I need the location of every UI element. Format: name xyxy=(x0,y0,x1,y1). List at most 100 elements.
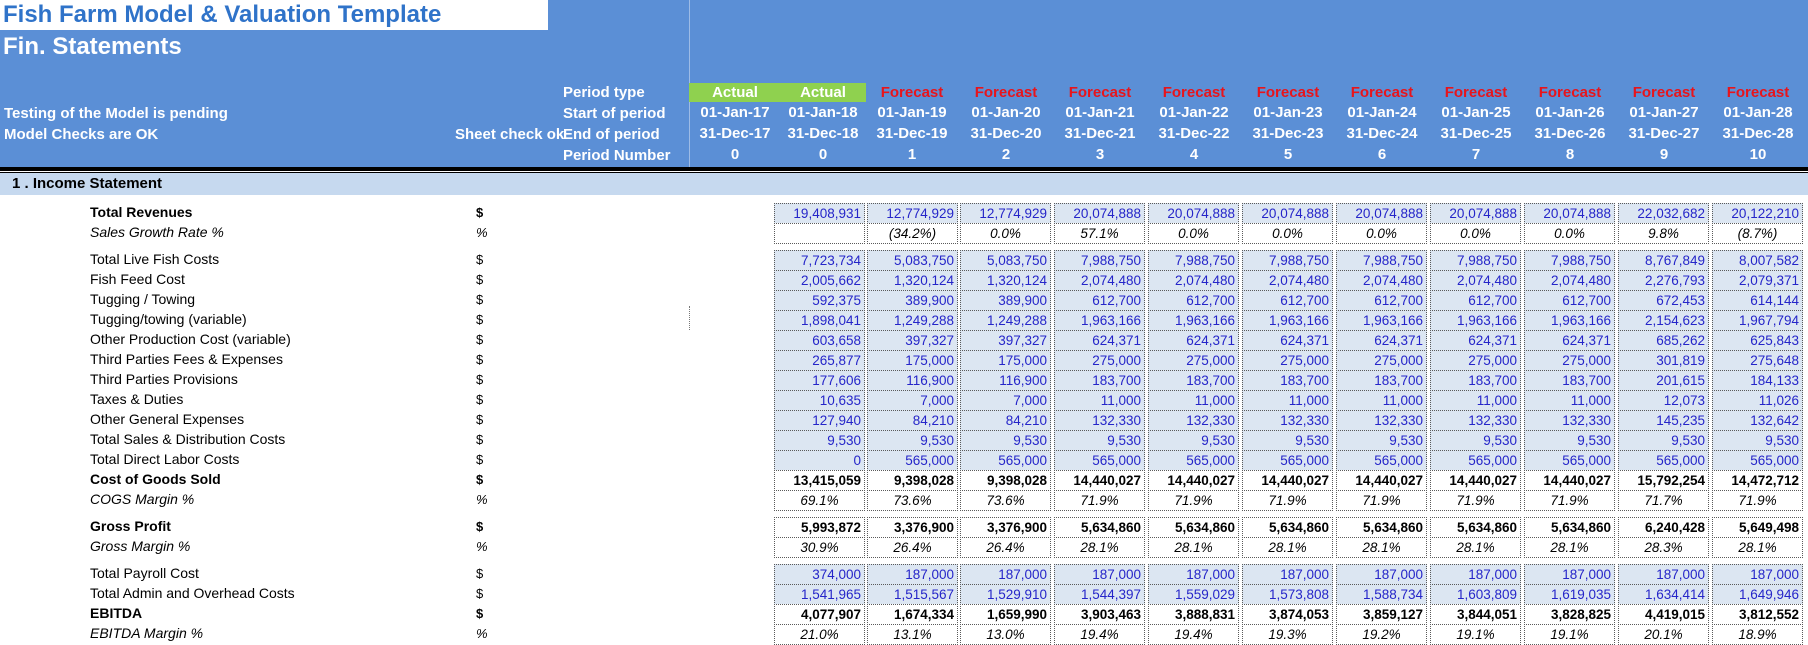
period-number-cell[interactable]: 8 xyxy=(1565,146,1575,163)
period-type-cell[interactable]: Forecast xyxy=(866,83,958,102)
table-cell[interactable]: 11,000 xyxy=(1336,390,1427,411)
table-cell[interactable]: 12,073 xyxy=(1618,390,1709,411)
table-cell[interactable]: 5,634,860 xyxy=(1524,517,1615,538)
row-label[interactable]: Total Sales & Distribution Costs xyxy=(90,431,286,447)
table-cell[interactable]: 265,877 xyxy=(774,350,865,371)
table-cell[interactable]: 397,327 xyxy=(867,330,958,351)
table-cell[interactable]: 2,276,793 xyxy=(1618,270,1709,291)
table-cell[interactable]: 5,634,860 xyxy=(1242,517,1333,538)
period-number-cell[interactable]: 4 xyxy=(1189,146,1199,163)
row-unit[interactable]: $ xyxy=(476,586,484,601)
table-cell[interactable]: 8,767,849 xyxy=(1618,250,1709,271)
row-unit[interactable]: $ xyxy=(476,312,484,327)
table-cell[interactable]: 132,642 xyxy=(1712,410,1803,431)
table-cell[interactable]: 187,000 xyxy=(1242,564,1333,585)
table-cell[interactable]: 612,700 xyxy=(1054,290,1145,311)
row-unit[interactable]: $ xyxy=(476,566,484,581)
table-cell[interactable]: 592,375 xyxy=(774,290,865,311)
row-label[interactable]: Tugging/towing (variable) xyxy=(90,311,247,327)
period-type-cell[interactable]: Forecast xyxy=(1430,83,1522,102)
period-number-cell[interactable]: 9 xyxy=(1659,146,1669,163)
row-unit[interactable]: $ xyxy=(476,432,484,447)
table-cell[interactable]: 614,144 xyxy=(1712,290,1803,311)
table-cell[interactable]: 19.1% xyxy=(1524,624,1615,645)
table-cell[interactable]: 624,371 xyxy=(1054,330,1145,351)
table-cell[interactable]: 1,573,808 xyxy=(1242,584,1333,605)
period-type-cell[interactable]: Forecast xyxy=(1336,83,1428,102)
table-cell[interactable]: 7,000 xyxy=(867,390,958,411)
row-unit[interactable]: % xyxy=(476,492,488,507)
table-cell[interactable]: 3,874,053 xyxy=(1242,604,1333,625)
table-cell[interactable]: 1,649,946 xyxy=(1712,584,1803,605)
table-cell[interactable]: 9,530 xyxy=(1712,430,1803,451)
table-cell[interactable]: 13.0% xyxy=(960,624,1051,645)
table-cell[interactable]: 21.0% xyxy=(774,624,865,645)
row-unit[interactable]: $ xyxy=(476,352,484,367)
table-cell[interactable]: 116,900 xyxy=(960,370,1051,391)
period-type-cell[interactable]: Forecast xyxy=(1054,83,1146,102)
table-cell[interactable]: 14,440,027 xyxy=(1430,470,1521,491)
table-cell[interactable]: 116,900 xyxy=(867,370,958,391)
period-number-cell[interactable]: 5 xyxy=(1283,146,1293,163)
period-type-cell[interactable]: Forecast xyxy=(1242,83,1334,102)
table-cell[interactable]: 22,032,682 xyxy=(1618,203,1709,224)
table-cell[interactable]: 183,700 xyxy=(1524,370,1615,391)
table-cell[interactable]: 11,000 xyxy=(1524,390,1615,411)
row-unit[interactable]: % xyxy=(476,626,488,641)
table-cell[interactable]: 71.7% xyxy=(1618,490,1709,511)
table-cell[interactable]: 7,988,750 xyxy=(1148,250,1239,271)
table-cell[interactable]: 28.1% xyxy=(1712,537,1803,558)
table-cell[interactable]: 7,988,750 xyxy=(1430,250,1521,271)
table-cell[interactable]: 10,635 xyxy=(774,390,865,411)
table-cell[interactable]: 71.9% xyxy=(1054,490,1145,511)
table-cell[interactable]: 19.2% xyxy=(1336,624,1427,645)
row-label[interactable]: Total Live Fish Costs xyxy=(90,251,220,267)
period-end-cell[interactable]: 31-Dec-26 xyxy=(1534,125,1606,142)
table-cell[interactable]: 612,700 xyxy=(1148,290,1239,311)
table-cell[interactable]: 1,529,910 xyxy=(960,584,1051,605)
table-cell[interactable]: 132,330 xyxy=(1242,410,1333,431)
table-cell[interactable]: 7,988,750 xyxy=(1336,250,1427,271)
row-label[interactable]: Third Parties Provisions xyxy=(90,371,238,387)
table-cell[interactable]: 565,000 xyxy=(960,450,1051,471)
table-cell[interactable]: 2,074,480 xyxy=(1148,270,1239,291)
table-cell[interactable]: 1,659,990 xyxy=(960,604,1051,625)
row-unit[interactable]: % xyxy=(476,539,488,554)
table-cell[interactable]: 57.1% xyxy=(1054,223,1145,244)
table-cell[interactable]: 3,859,127 xyxy=(1336,604,1427,625)
table-cell[interactable]: 11,000 xyxy=(1054,390,1145,411)
table-cell[interactable]: 612,700 xyxy=(1336,290,1427,311)
table-cell[interactable]: 612,700 xyxy=(1242,290,1333,311)
table-cell[interactable]: 2,005,662 xyxy=(774,270,865,291)
table-cell[interactable]: 0.0% xyxy=(960,223,1051,244)
table-cell[interactable]: 183,700 xyxy=(1242,370,1333,391)
table-cell[interactable]: 3,812,552 xyxy=(1712,604,1803,625)
table-cell[interactable]: 5,083,750 xyxy=(960,250,1051,271)
table-cell[interactable]: 1,515,567 xyxy=(867,584,958,605)
table-cell[interactable]: 389,900 xyxy=(867,290,958,311)
table-cell[interactable]: 187,000 xyxy=(1430,564,1521,585)
table-cell[interactable]: 13.1% xyxy=(867,624,958,645)
row-label[interactable]: Other General Expenses xyxy=(90,411,245,427)
table-cell[interactable]: 73.6% xyxy=(960,490,1051,511)
row-unit[interactable]: % xyxy=(476,225,488,240)
period-type-cell[interactable]: Forecast xyxy=(1712,83,1804,102)
table-cell[interactable]: 565,000 xyxy=(1054,450,1145,471)
table-cell[interactable]: 26.4% xyxy=(960,537,1051,558)
table-cell[interactable]: 685,262 xyxy=(1618,330,1709,351)
table-cell[interactable]: 1,320,124 xyxy=(960,270,1051,291)
table-cell[interactable]: 565,000 xyxy=(1524,450,1615,471)
table-cell[interactable]: 9,398,028 xyxy=(867,470,958,491)
table-cell[interactable]: 12,774,929 xyxy=(960,203,1051,224)
table-cell[interactable]: 145,235 xyxy=(1618,410,1709,431)
table-cell[interactable]: 5,993,872 xyxy=(774,517,865,538)
row-label[interactable]: Cost of Goods Sold xyxy=(90,471,221,487)
row-unit[interactable]: $ xyxy=(476,519,484,534)
table-cell[interactable]: 1,963,166 xyxy=(1148,310,1239,331)
table-cell[interactable]: 0.0% xyxy=(1524,223,1615,244)
table-cell[interactable]: 71.9% xyxy=(1712,490,1803,511)
table-cell[interactable]: 5,083,750 xyxy=(867,250,958,271)
table-cell[interactable]: 9,530 xyxy=(1054,430,1145,451)
table-cell[interactable]: 0.0% xyxy=(1242,223,1333,244)
table-cell[interactable]: 275,000 xyxy=(1148,350,1239,371)
